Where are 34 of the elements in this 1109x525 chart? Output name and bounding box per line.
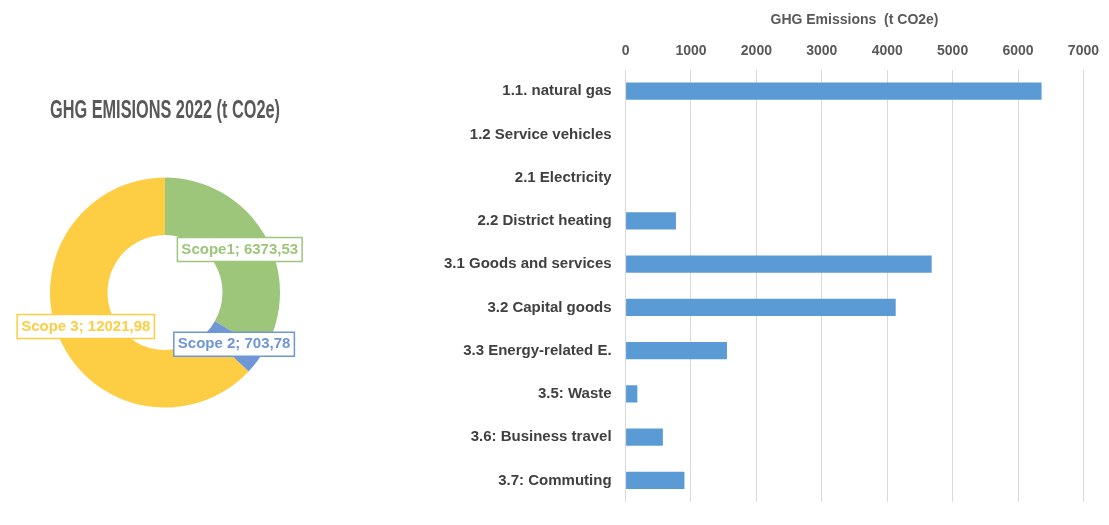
y-tick-label: 1.2 Service vehicles: [469, 124, 612, 142]
data-label: ; 12021,98: [78, 316, 151, 334]
x-axis-title: GHG Emissions (t CO2e): [770, 11, 939, 28]
bar: [626, 212, 676, 230]
x-tick-label: 6000: [1002, 42, 1034, 59]
y-tick-label: 1.1. natural gas: [502, 81, 612, 99]
x-tick-label: 1000: [675, 42, 707, 59]
slice-label: Scope 3: [21, 316, 79, 334]
bar: [626, 428, 663, 446]
bar: [626, 385, 638, 403]
bar: [626, 471, 685, 490]
x-tick-label: 7000: [1067, 42, 1100, 59]
data-label: ; 703,78: [235, 334, 291, 352]
x-tick-label: 2000: [740, 42, 773, 59]
slice-label: Scope1: [181, 239, 235, 257]
x-tick-label: 4000: [871, 42, 903, 59]
x-tick-label: 5000: [937, 42, 969, 59]
bar: [626, 82, 1042, 100]
y-tick-label: 3.6: Business travel: [470, 427, 612, 445]
bar: [626, 342, 727, 360]
y-tick-label: 3.7: Commuting: [498, 470, 612, 488]
x-tick-label: 0: [621, 42, 630, 59]
y-tick-label: 3.3 Energy-related E.: [463, 340, 612, 358]
data-label: ; 6373,53: [234, 239, 299, 257]
y-tick-label: 3.2 Capital goods: [487, 297, 612, 315]
y-tick-label: 3.1 Goods and services: [444, 254, 612, 272]
bar: [626, 255, 932, 273]
chart-title: GHG EMISIONS 2022 (t CO2e): [50, 95, 280, 123]
y-tick-label: 3.5: Waste: [537, 384, 612, 402]
x-tick-label: 3000: [806, 42, 838, 59]
y-tick-label: 2.2 District heating: [477, 211, 612, 229]
slice-label: Scope 2: [177, 334, 236, 352]
y-tick-label: 2.1 Electricity: [514, 167, 613, 185]
bar: [626, 298, 896, 317]
